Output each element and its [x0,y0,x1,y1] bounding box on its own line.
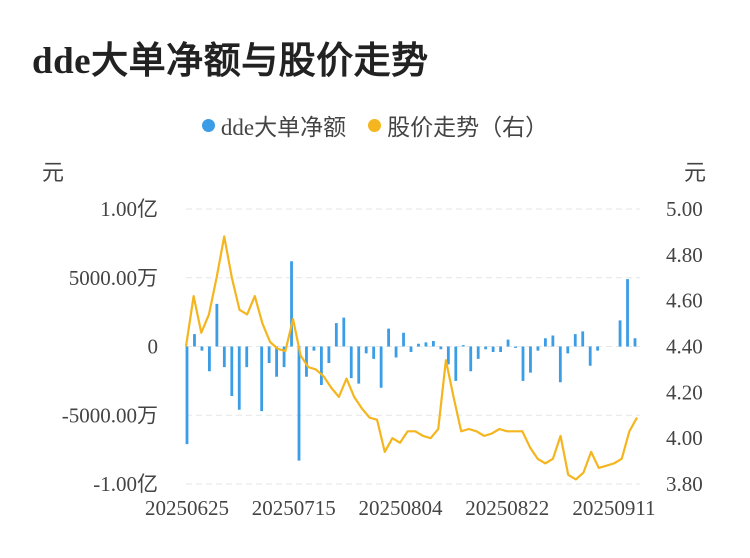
bar[interactable] [544,338,547,347]
bar[interactable] [334,323,338,347]
bar[interactable] [320,346,323,386]
bar[interactable] [349,346,353,379]
bar[interactable] [275,346,278,377]
bar[interactable] [618,320,622,347]
x-tick-label: 20250715 [252,496,336,520]
bar[interactable] [305,346,308,377]
x-axis-ticks: 20250625 20250715 20250804 20250822 20250911 [145,496,656,520]
right-axis-ticks: 5.00 4.80 4.60 4.40 4.20 4.00 3.80 [666,197,703,496]
bar[interactable] [402,332,405,347]
bar[interactable] [297,346,301,461]
bar[interactable] [514,346,517,348]
bar[interactable] [521,346,525,381]
bar[interactable] [536,346,540,351]
bar[interactable] [633,338,637,347]
left-axis-unit: 元 [42,160,65,185]
bar[interactable] [476,346,480,359]
bar[interactable] [290,261,293,347]
bar[interactable] [558,346,562,383]
bar[interactable] [424,342,428,347]
bar[interactable] [342,317,346,347]
legend-line-label: 股价走势（右） [387,115,549,140]
bar[interactable] [491,346,495,353]
bar[interactable] [260,346,264,412]
bar[interactable] [230,346,234,397]
bar[interactable] [409,346,413,353]
bar[interactable] [484,346,488,350]
bar[interactable] [529,346,532,373]
bar[interactable] [245,346,249,368]
x-tick-label: 20250804 [359,496,444,520]
left-tick-label: -1.00亿 [93,472,158,496]
bar[interactable] [626,279,629,347]
bar[interactable] [364,346,368,354]
bar[interactable] [588,346,592,366]
right-axis-unit: 元 [684,160,707,185]
bar[interactable] [506,339,510,347]
bar[interactable] [222,346,226,368]
left-tick-label: 1.00亿 [100,197,158,221]
bar[interactable] [432,341,435,347]
bar[interactable] [237,346,241,410]
bar[interactable] [327,346,331,364]
legend-bar-label: dde大单净额 [220,115,347,140]
bar[interactable] [387,328,390,347]
bar[interactable] [566,346,570,354]
bar[interactable] [357,346,361,384]
x-tick-label: 20250822 [465,496,549,520]
right-tick-label: 4.20 [666,380,703,404]
bar[interactable] [215,303,219,347]
bar[interactable] [282,346,286,368]
legend-line-dot [368,118,382,132]
bar[interactable] [469,346,473,372]
bar[interactable] [193,334,196,347]
bar[interactable] [200,346,204,351]
chart-title: dde大单净额与股价走势 [32,41,429,82]
bar-series [185,261,637,461]
right-tick-label: 4.40 [666,335,703,359]
bar[interactable] [185,346,189,445]
price-line[interactable] [184,235,638,481]
legend-bar-dot [201,118,215,132]
bar[interactable] [454,346,458,381]
bar[interactable] [446,346,450,365]
left-axis-ticks: 1.00亿 5000.00万 0 -5000.00万 -1.00亿 [62,197,158,496]
left-tick-label: 0 [148,335,159,359]
legend-item-line[interactable]: 股价走势（右） [368,108,548,142]
bar[interactable] [573,334,577,347]
bar[interactable] [267,346,271,364]
bar[interactable] [312,346,316,351]
bar[interactable] [439,346,443,350]
bar[interactable] [394,346,398,358]
line-series [184,235,638,481]
right-tick-label: 4.80 [666,243,703,267]
right-tick-label: 4.00 [666,426,703,450]
legend: dde大单净额 股价走势（右） [0,108,750,142]
legend-item-bar[interactable]: dde大单净额 [201,108,347,142]
bar[interactable] [372,346,376,359]
x-tick-label: 20250911 [572,496,655,520]
bar[interactable] [417,343,420,347]
left-tick-label: 5000.00万 [69,266,158,290]
left-tick-label: -5000.00万 [62,403,158,427]
bar[interactable] [499,346,502,353]
bar[interactable] [581,331,585,347]
x-tick-label: 20250625 [145,496,229,520]
right-tick-label: 4.60 [666,289,703,313]
bar[interactable] [379,346,383,388]
bar[interactable] [551,335,555,347]
bar[interactable] [208,346,211,372]
right-tick-label: 3.80 [666,472,703,496]
bar[interactable] [461,345,465,347]
right-tick-label: 5.00 [666,197,703,221]
bar[interactable] [596,346,600,351]
